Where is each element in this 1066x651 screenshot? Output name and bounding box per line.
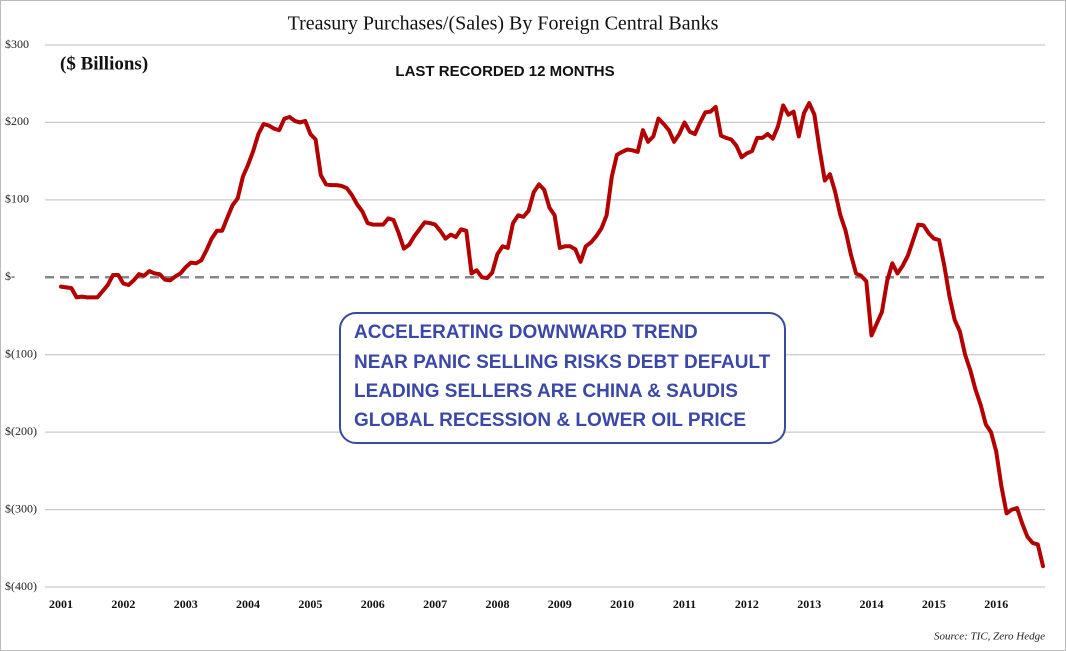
x-tick-label: 2012 [735, 597, 759, 611]
x-tick-label: 2008 [485, 597, 509, 611]
x-tick-label: 2010 [610, 597, 634, 611]
plot: $(400) $(300) $(200) $(100) $- $100 $200 $300 20… [5, 37, 1045, 611]
x-tick-label: 2006 [361, 597, 385, 611]
callout-line: LEADING SELLERS ARE CHINA & SAUDIS [354, 381, 738, 402]
x-tick-label: 2004 [236, 597, 260, 611]
x-tick-label: 2002 [111, 597, 135, 611]
x-tick-label: 2011 [673, 597, 696, 611]
source: Source: TIC, Zero Hedge [934, 631, 1045, 643]
x-tick-label: 2016 [984, 597, 1008, 611]
x-tick-label: 2005 [298, 597, 322, 611]
callout-box [339, 312, 786, 444]
y-tick-label: $(200) [5, 424, 37, 438]
callout-line: ACCELERATING DOWNWARD TREND [354, 322, 698, 343]
x-tick-label: 2015 [922, 597, 946, 611]
x-tick-label: 2007 [423, 597, 447, 611]
callout-line: GLOBAL RECESSION & LOWER OIL PRICE [354, 410, 746, 431]
callout-line: NEAR PANIC SELLING RISKS DEBT DEFAULT [354, 352, 771, 373]
x-tick-label: 2013 [797, 597, 821, 611]
x-tick-label: 2003 [174, 597, 198, 611]
annotation: LAST RECORDED 12 MONTHS [395, 63, 614, 80]
x-tick-label: 2001 [49, 597, 73, 611]
y-tick-label: $(400) [5, 579, 37, 593]
y-tick-label: $200 [5, 114, 29, 128]
x-tick-label: 2009 [548, 597, 572, 611]
y-tick-label: $(100) [5, 346, 37, 360]
chart-title: Treasury Purchases/(Sales) By Foreign Ce… [288, 13, 719, 35]
x-tick-label: 2014 [860, 597, 884, 611]
y-tick-label: $300 [5, 37, 29, 51]
y-tick-label: $100 [5, 192, 29, 206]
y-tick-label: $(300) [5, 501, 37, 515]
data-line [59, 101, 1045, 569]
y-tick-label: $- [5, 269, 15, 283]
subtitle: ($ Billions) [60, 53, 148, 74]
